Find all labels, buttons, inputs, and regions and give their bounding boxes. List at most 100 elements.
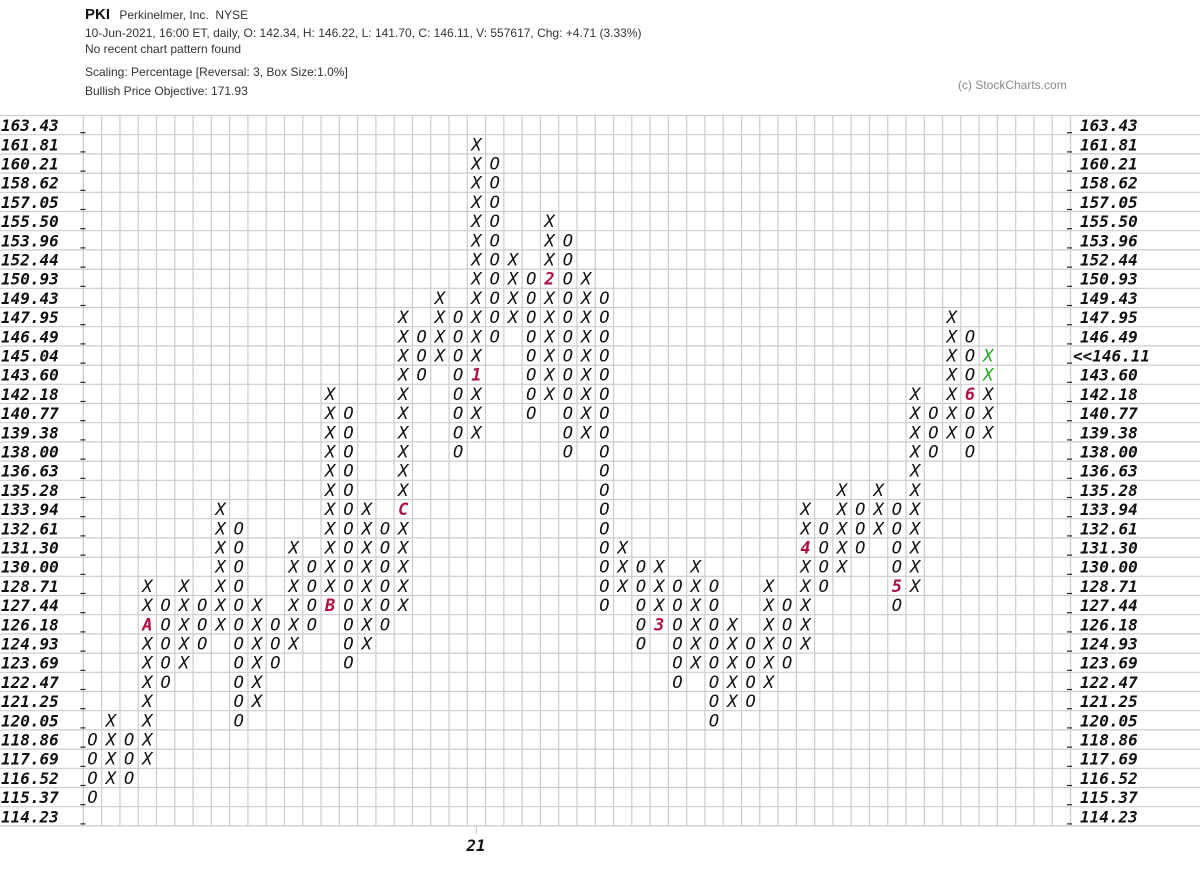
x-box: X xyxy=(871,481,885,501)
y-axis-label-left: 157.05 xyxy=(1,193,59,212)
x-box: X xyxy=(213,596,227,616)
x-box: X xyxy=(798,615,812,635)
o-box: O xyxy=(453,366,463,386)
y-axis-label-left: 160.21 xyxy=(1,155,59,174)
o-box: O xyxy=(599,443,609,463)
y-axis-label-right: 143.60 xyxy=(1080,366,1138,385)
x-box: X xyxy=(286,596,300,616)
x-box: X xyxy=(286,615,300,635)
o-box: O xyxy=(709,596,719,616)
o-box: O xyxy=(161,673,171,693)
month-marker: 3 xyxy=(653,615,664,635)
y-axis-label-left: 115.37 xyxy=(1,788,59,807)
x-box: X xyxy=(652,596,666,616)
o-box: O xyxy=(343,558,353,578)
x-box: X xyxy=(323,443,337,463)
x-box: X xyxy=(360,558,374,578)
x-box: X xyxy=(396,481,410,501)
x-box: X xyxy=(945,308,959,328)
y-axis-label-right: 140.77 xyxy=(1080,404,1138,423)
x-box: X xyxy=(762,615,776,635)
month-marker: 1 xyxy=(471,366,481,386)
o-box: O xyxy=(343,596,353,616)
x-box: X xyxy=(908,385,922,405)
x-box: X xyxy=(360,519,374,539)
x-box: X xyxy=(323,481,337,501)
x-box: X xyxy=(360,500,374,520)
x-box: X xyxy=(140,635,154,655)
y-axis-label-right: 147.95 xyxy=(1080,308,1138,327)
o-box: O xyxy=(745,673,755,693)
y-axis-label-right: 153.96 xyxy=(1080,231,1138,250)
o-box: O xyxy=(709,673,719,693)
o-box: O xyxy=(526,347,536,367)
x-box: X xyxy=(360,577,374,597)
o-box: O xyxy=(87,769,97,789)
o-box: O xyxy=(892,558,902,578)
o-box: O xyxy=(124,731,134,751)
o-box: O xyxy=(270,635,280,655)
o-box: O xyxy=(343,654,353,674)
y-axis-label-right: 121.25 xyxy=(1080,692,1138,711)
current-price-label: <<146.11 xyxy=(1073,347,1150,366)
o-box: O xyxy=(380,577,390,597)
o-box: O xyxy=(380,539,390,559)
x-box: X xyxy=(579,385,593,405)
x-box: X xyxy=(433,308,447,328)
o-box: O xyxy=(307,558,317,578)
y-axis-label-right: 142.18 xyxy=(1080,385,1138,404)
y-axis-label-right: 161.81 xyxy=(1080,135,1138,154)
x-box: X xyxy=(689,615,703,635)
y-axis-label-left: 143.60 xyxy=(1,366,59,385)
y-axis-label-right: 114.23 xyxy=(1080,807,1138,826)
x-box: X xyxy=(469,174,483,194)
y-axis-label-left: 139.38 xyxy=(1,423,59,442)
x-box: X xyxy=(323,558,337,578)
y-axis-label-left: 153.96 xyxy=(1,231,59,250)
o-box: O xyxy=(636,577,646,597)
x-box: X xyxy=(469,270,483,290)
x-box: X xyxy=(469,251,483,271)
x-box: X xyxy=(798,577,812,597)
y-axis-label-right: 146.49 xyxy=(1080,327,1138,346)
y-axis-label-right: 118.86 xyxy=(1080,731,1138,750)
x-box: X xyxy=(177,635,191,655)
o-box: O xyxy=(636,635,646,655)
x-box: X xyxy=(689,596,703,616)
x-box: X xyxy=(652,577,666,597)
o-box: O xyxy=(526,366,536,386)
x-box: X xyxy=(762,635,776,655)
x-box: X xyxy=(506,251,520,271)
o-box: O xyxy=(87,731,97,751)
y-axis-label-right: 150.93 xyxy=(1080,270,1138,289)
x-box: X xyxy=(323,385,337,405)
x-box: X xyxy=(396,308,410,328)
x-box: X xyxy=(469,289,483,309)
copyright: (c) StockCharts.com xyxy=(958,78,1067,92)
o-box: O xyxy=(636,615,646,635)
x-box: X xyxy=(835,519,849,539)
x-box: X xyxy=(323,500,337,520)
x-box: X xyxy=(908,462,922,482)
month-marker: A xyxy=(141,615,152,635)
o-box: O xyxy=(161,635,171,655)
o-box: O xyxy=(453,327,463,347)
o-box: O xyxy=(672,596,682,616)
o-box: O xyxy=(745,635,755,655)
x-box: X xyxy=(579,366,593,386)
exchange: NYSE xyxy=(215,8,249,22)
x-box: X xyxy=(945,404,959,424)
x-box: X xyxy=(433,327,447,347)
o-box: O xyxy=(490,289,500,309)
y-axis-label-left: 138.00 xyxy=(1,443,59,462)
y-axis-label-left: 145.04 xyxy=(1,347,59,366)
o-box: O xyxy=(234,692,244,712)
o-box: O xyxy=(672,673,682,693)
x-box: X xyxy=(396,347,410,367)
x-box: X xyxy=(360,615,374,635)
o-box: O xyxy=(416,347,426,367)
x-box: X xyxy=(213,519,227,539)
o-box: O xyxy=(672,635,682,655)
x-box: X xyxy=(323,519,337,539)
o-box: O xyxy=(563,423,573,443)
